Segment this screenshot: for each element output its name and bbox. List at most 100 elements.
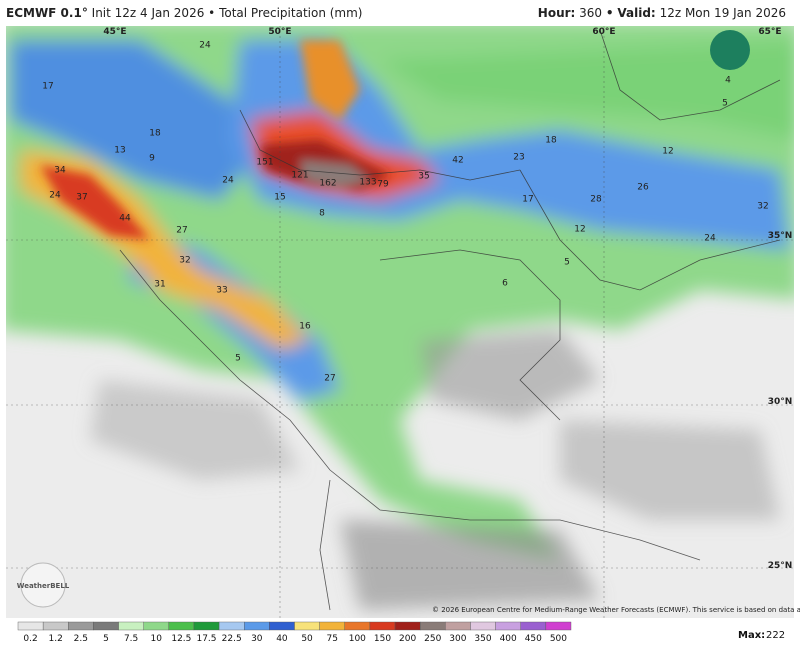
colorbar-label: 22.5 <box>222 634 242 644</box>
precip-label: 6 <box>502 279 508 289</box>
hour-label: Hour: <box>537 6 576 20</box>
colorbar-label: 5 <box>103 634 109 644</box>
precip-label: 162 <box>319 179 336 189</box>
colorbar-label: 250 <box>424 634 441 644</box>
colorbar-swatch <box>419 621 446 631</box>
colorbar-label: 10 <box>151 634 163 644</box>
grid-label: 65°E <box>758 27 781 37</box>
header-left: ECMWF 0.1° Init 12z 4 Jan 2026 • Total P… <box>6 6 362 20</box>
precip-label: 44 <box>119 214 131 224</box>
precip-label: 151 <box>256 158 273 168</box>
colorbar-label: 450 <box>525 634 542 644</box>
field: Total Precipitation (mm) <box>219 6 363 20</box>
hour: 360 <box>579 6 603 20</box>
precip-label: 12 <box>662 147 673 157</box>
precip-label: 32 <box>757 202 768 212</box>
valid-label: Valid: <box>617 6 656 20</box>
grid-label: 35°N <box>768 231 793 241</box>
colorbar-swatch <box>269 621 295 631</box>
colorbar-label: 150 <box>374 634 391 644</box>
colorbar-label: 200 <box>399 634 416 644</box>
colorbar-label: 400 <box>500 634 517 644</box>
precip-label: 34 <box>54 166 66 176</box>
colorbar-label: 50 <box>301 634 313 644</box>
max-label: Max: <box>738 630 765 641</box>
precip-label: 5 <box>235 354 241 364</box>
grid-label: 60°E <box>592 27 615 37</box>
precip-label: 9 <box>149 154 155 164</box>
colorbar-label: 300 <box>449 634 466 644</box>
colorbar-swatch <box>470 621 496 631</box>
model: ECMWF 0.1° <box>6 6 88 20</box>
precip-label: 24 <box>199 41 211 51</box>
graticule <box>6 26 794 618</box>
colorbar-label: 75 <box>326 634 337 644</box>
precip-label: 79 <box>377 180 389 190</box>
valid: 12z Mon 19 Jan 2026 <box>659 6 786 20</box>
colorbar-swatch <box>294 621 320 631</box>
precip-label: 27 <box>324 374 335 384</box>
precip-label: 13 <box>114 146 125 156</box>
colorbar-label: 2.5 <box>74 634 88 644</box>
colorbar-label: 30 <box>251 634 263 644</box>
colorbar-swatch <box>68 621 94 631</box>
precip-label: 24 <box>704 234 716 244</box>
colorbar-swatch <box>143 621 170 631</box>
colorbar-swatch <box>218 621 245 631</box>
colorbar-swatch <box>193 621 220 631</box>
precip-label: 18 <box>545 136 557 146</box>
separator: • <box>605 6 614 20</box>
credit: © 2026 European Centre for Medium-Range … <box>432 606 800 614</box>
precip-label: 133 <box>359 178 376 188</box>
colorbar-label: 1.2 <box>49 634 63 644</box>
logo: WeatherBELL <box>17 582 70 590</box>
colorbar-label: 17.5 <box>196 634 216 644</box>
precip-label: 15 <box>274 193 285 203</box>
colorbar-swatch <box>344 621 371 631</box>
colorbar-label: 40 <box>276 634 288 644</box>
precip-label: 8 <box>319 209 325 219</box>
colorbar-swatch <box>244 621 270 631</box>
precip-field <box>6 26 794 618</box>
colorbar-swatch <box>520 621 547 631</box>
precip-label: 23 <box>513 153 524 163</box>
precip-label: 5 <box>722 99 728 109</box>
colorbar-swatch <box>118 621 144 631</box>
precip-label: 32 <box>179 256 190 266</box>
separator: • <box>208 6 216 20</box>
colorbar-label: 7.5 <box>124 634 138 644</box>
colorbar-swatch <box>495 621 521 631</box>
precip-label: 37 <box>76 193 87 203</box>
precip-label: 24 <box>222 176 234 186</box>
precip-label: 33 <box>216 286 227 296</box>
grid-label: 50°E <box>268 27 291 37</box>
precip-label: 5 <box>564 258 570 268</box>
colorbar-label: 500 <box>550 634 567 644</box>
colorbar-label: 350 <box>474 634 491 644</box>
precip-label: 121 <box>291 171 308 181</box>
colorbar-swatch <box>445 621 471 631</box>
precip-label: 17 <box>522 195 533 205</box>
grid-label: 30°N <box>768 397 793 407</box>
grid-label: 45°E <box>103 27 126 37</box>
precip-label: 4 <box>725 76 731 86</box>
colorbar-swatch <box>17 621 44 631</box>
header-right: Hour: 360 • Valid: 12z Mon 19 Jan 2026 <box>538 6 786 20</box>
colorbar-swatch <box>369 621 396 631</box>
precip-label: 27 <box>176 226 187 236</box>
colorbar-label: 0.2 <box>23 634 37 644</box>
grid-label: 25°N <box>768 561 793 571</box>
precip-label: 12 <box>574 225 585 235</box>
colorbar-swatch <box>168 621 195 631</box>
colorbar-swatch <box>93 621 119 631</box>
precip-label: 28 <box>590 195 602 205</box>
precip-label: 31 <box>154 280 165 290</box>
precip-label: 24 <box>49 191 61 201</box>
colorbar-swatch <box>394 621 421 631</box>
colorbar-swatch <box>319 621 345 631</box>
precip-label: 35 <box>418 172 429 182</box>
colorbar-swatch <box>42 621 69 631</box>
colorbar-label: 12.5 <box>171 634 191 644</box>
